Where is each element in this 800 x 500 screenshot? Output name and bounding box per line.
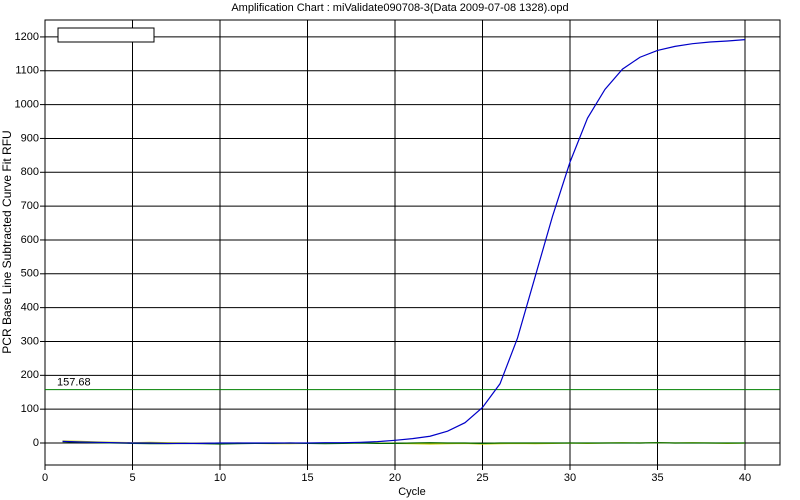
y-tick-label: 300 xyxy=(21,335,39,347)
y-tick-label: 100 xyxy=(21,403,39,415)
legend-box xyxy=(57,27,155,43)
x-axis-label: Cycle xyxy=(398,486,426,498)
y-tick-label: 1100 xyxy=(15,65,39,77)
y-tick-label: 1000 xyxy=(15,99,39,111)
plot-frame xyxy=(44,19,781,466)
x-tick-label: 25 xyxy=(476,472,488,484)
x-tick-label: 35 xyxy=(651,472,663,484)
y-tick-label: 700 xyxy=(21,200,39,212)
x-tick-label: 0 xyxy=(42,472,48,484)
y-tick-label: 600 xyxy=(21,234,39,246)
plot-area: 0 5 10 15 20 25 30 35 40010020030040050060070080… xyxy=(15,19,781,484)
series-line xyxy=(62,39,746,444)
y-tick-label: 900 xyxy=(21,132,39,144)
x-tick-label: 30 xyxy=(564,472,576,484)
y-tick-label: 500 xyxy=(21,268,39,280)
y-tick-label: 200 xyxy=(21,369,39,381)
x-tick-label: 10 xyxy=(214,472,226,484)
y-tick-label: 400 xyxy=(21,302,39,314)
y-tick-label: 0 xyxy=(33,437,39,449)
y-axis-label: PCR Base Line Subtracted Curve Fit RFU xyxy=(0,130,14,353)
chart-title: Amplification Chart : miValidate090708-3… xyxy=(231,2,568,14)
x-tick-label: 5 xyxy=(129,472,135,484)
x-tick-label: 15 xyxy=(301,472,313,484)
y-tick-label: 1200 xyxy=(15,31,39,43)
x-tick-label: 20 xyxy=(389,472,401,484)
y-tick-label: 800 xyxy=(21,166,39,178)
threshold-label: 157.68 xyxy=(57,377,91,389)
x-tick-label: 40 xyxy=(739,472,751,484)
